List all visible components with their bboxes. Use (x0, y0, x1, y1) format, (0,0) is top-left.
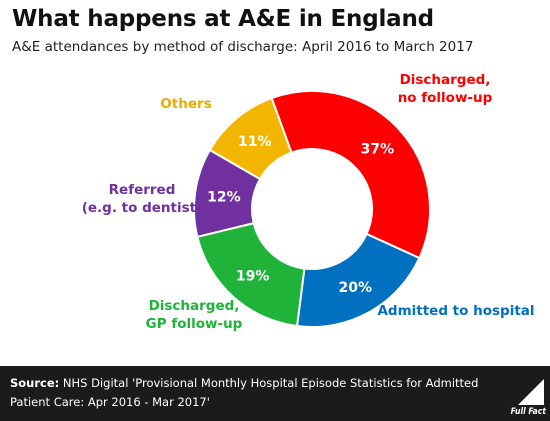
source-label: Source: (10, 376, 60, 390)
value-label-referred-e-g-to-dentist: 12% (207, 189, 241, 205)
category-label-referred-e-g-to-dentist: Referred (e.g. to dentist) (82, 182, 203, 216)
slice-admitted-to-hospital (295, 232, 421, 328)
value-label-discharged-gp-follow-up: 19% (236, 268, 270, 284)
footer: Source: NHS Digital 'Provisional Monthly… (0, 366, 550, 421)
category-label-discharged-no-follow-up: Discharged, no follow-up (398, 72, 493, 106)
slice-others (208, 96, 293, 181)
donut-chart: 37% Discharged, no follow-up 20%Admitted to… (82, 72, 535, 332)
slice-discharged-no-follow-up (270, 90, 431, 260)
value-label-admitted-to-hospital: 20% (339, 280, 373, 296)
value-label-others: 11% (238, 134, 272, 150)
full-fact-logo-icon (518, 379, 544, 405)
source-note: Source: NHS Digital 'Provisional Monthly… (10, 374, 480, 412)
chart-subtitle: A&E attendances by method of discharge: … (12, 39, 474, 55)
logo-text: Full Fact (510, 407, 546, 417)
category-label-others: Others (160, 96, 211, 112)
category-label-admitted-to-hospital: Admitted to hospital (377, 303, 534, 319)
chart-title: What happens at A&E in England (12, 6, 434, 32)
value-label-discharged-no-follow-up: 37% (361, 142, 395, 158)
source-text: NHS Digital 'Provisional Monthly Hospita… (10, 376, 479, 409)
category-label-discharged-gp-follow-up: Discharged, GP follow-up (146, 298, 243, 332)
